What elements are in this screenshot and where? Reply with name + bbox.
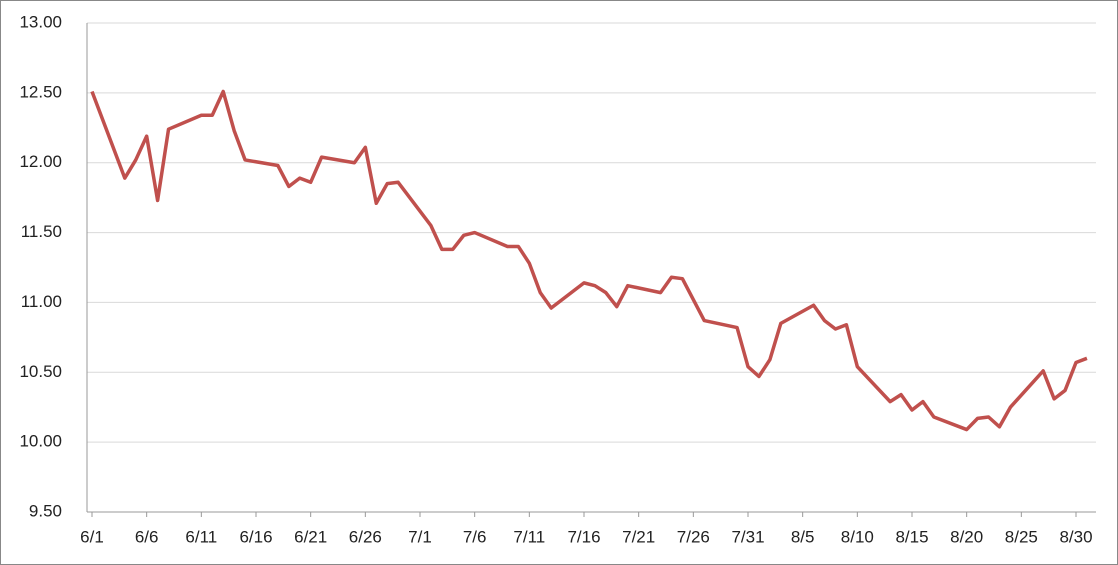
y-tick-label: 12.50	[19, 82, 62, 101]
x-tick-label: 6/6	[135, 527, 159, 546]
x-tick-label: 8/25	[1005, 527, 1038, 546]
x-tick-label: 6/21	[294, 527, 327, 546]
x-tick-label: 8/5	[791, 527, 815, 546]
y-tick-label: 11.00	[21, 292, 62, 311]
x-tick-label: 7/31	[731, 527, 764, 546]
y-tick-label: 10.00	[19, 432, 62, 451]
x-tick-label: 6/16	[239, 527, 272, 546]
x-tick-label: 8/20	[950, 527, 983, 546]
y-tick-label: 11.50	[21, 222, 62, 241]
x-tick-label: 8/15	[895, 527, 928, 546]
x-tick-label: 7/21	[622, 527, 655, 546]
x-tick-label: 6/26	[349, 527, 382, 546]
x-tick-label: 8/30	[1059, 527, 1092, 546]
y-tick-label: 10.50	[19, 362, 62, 381]
x-tick-label: 7/6	[463, 527, 487, 546]
y-tick-label: 9.50	[29, 501, 62, 520]
x-tick-label: 6/11	[185, 527, 217, 546]
x-tick-label: 7/26	[677, 527, 710, 546]
x-tick-label: 8/10	[841, 527, 874, 546]
x-tick-label: 7/1	[408, 527, 432, 546]
line	[90, 89, 1088, 432]
x-tick-label: 7/16	[567, 527, 600, 546]
y-tick-label: 12.00	[19, 152, 62, 171]
y-tick-label: 13.00	[19, 12, 62, 31]
x-tick-label: 7/11	[513, 527, 545, 546]
x-tick-label: 6/1	[80, 527, 104, 546]
